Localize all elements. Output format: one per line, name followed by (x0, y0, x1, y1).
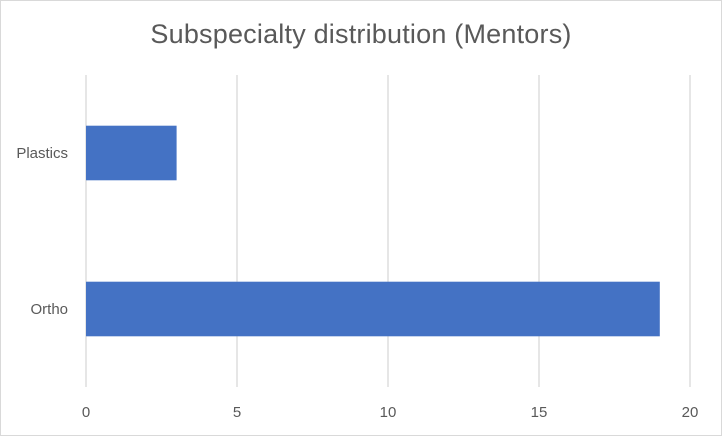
x-tick-label: 0 (82, 404, 90, 421)
chart-title: Subspecialty distribution (Mentors) (150, 19, 572, 49)
x-tick-label: 10 (380, 404, 397, 421)
x-tick-label: 5 (233, 404, 241, 421)
bar-plastics (86, 125, 177, 181)
bar-ortho (86, 281, 660, 337)
x-tick-label: 15 (531, 404, 548, 421)
category-label: Ortho (30, 301, 68, 318)
category-label: Plastics (16, 145, 68, 162)
x-tick-label: 20 (682, 404, 699, 421)
